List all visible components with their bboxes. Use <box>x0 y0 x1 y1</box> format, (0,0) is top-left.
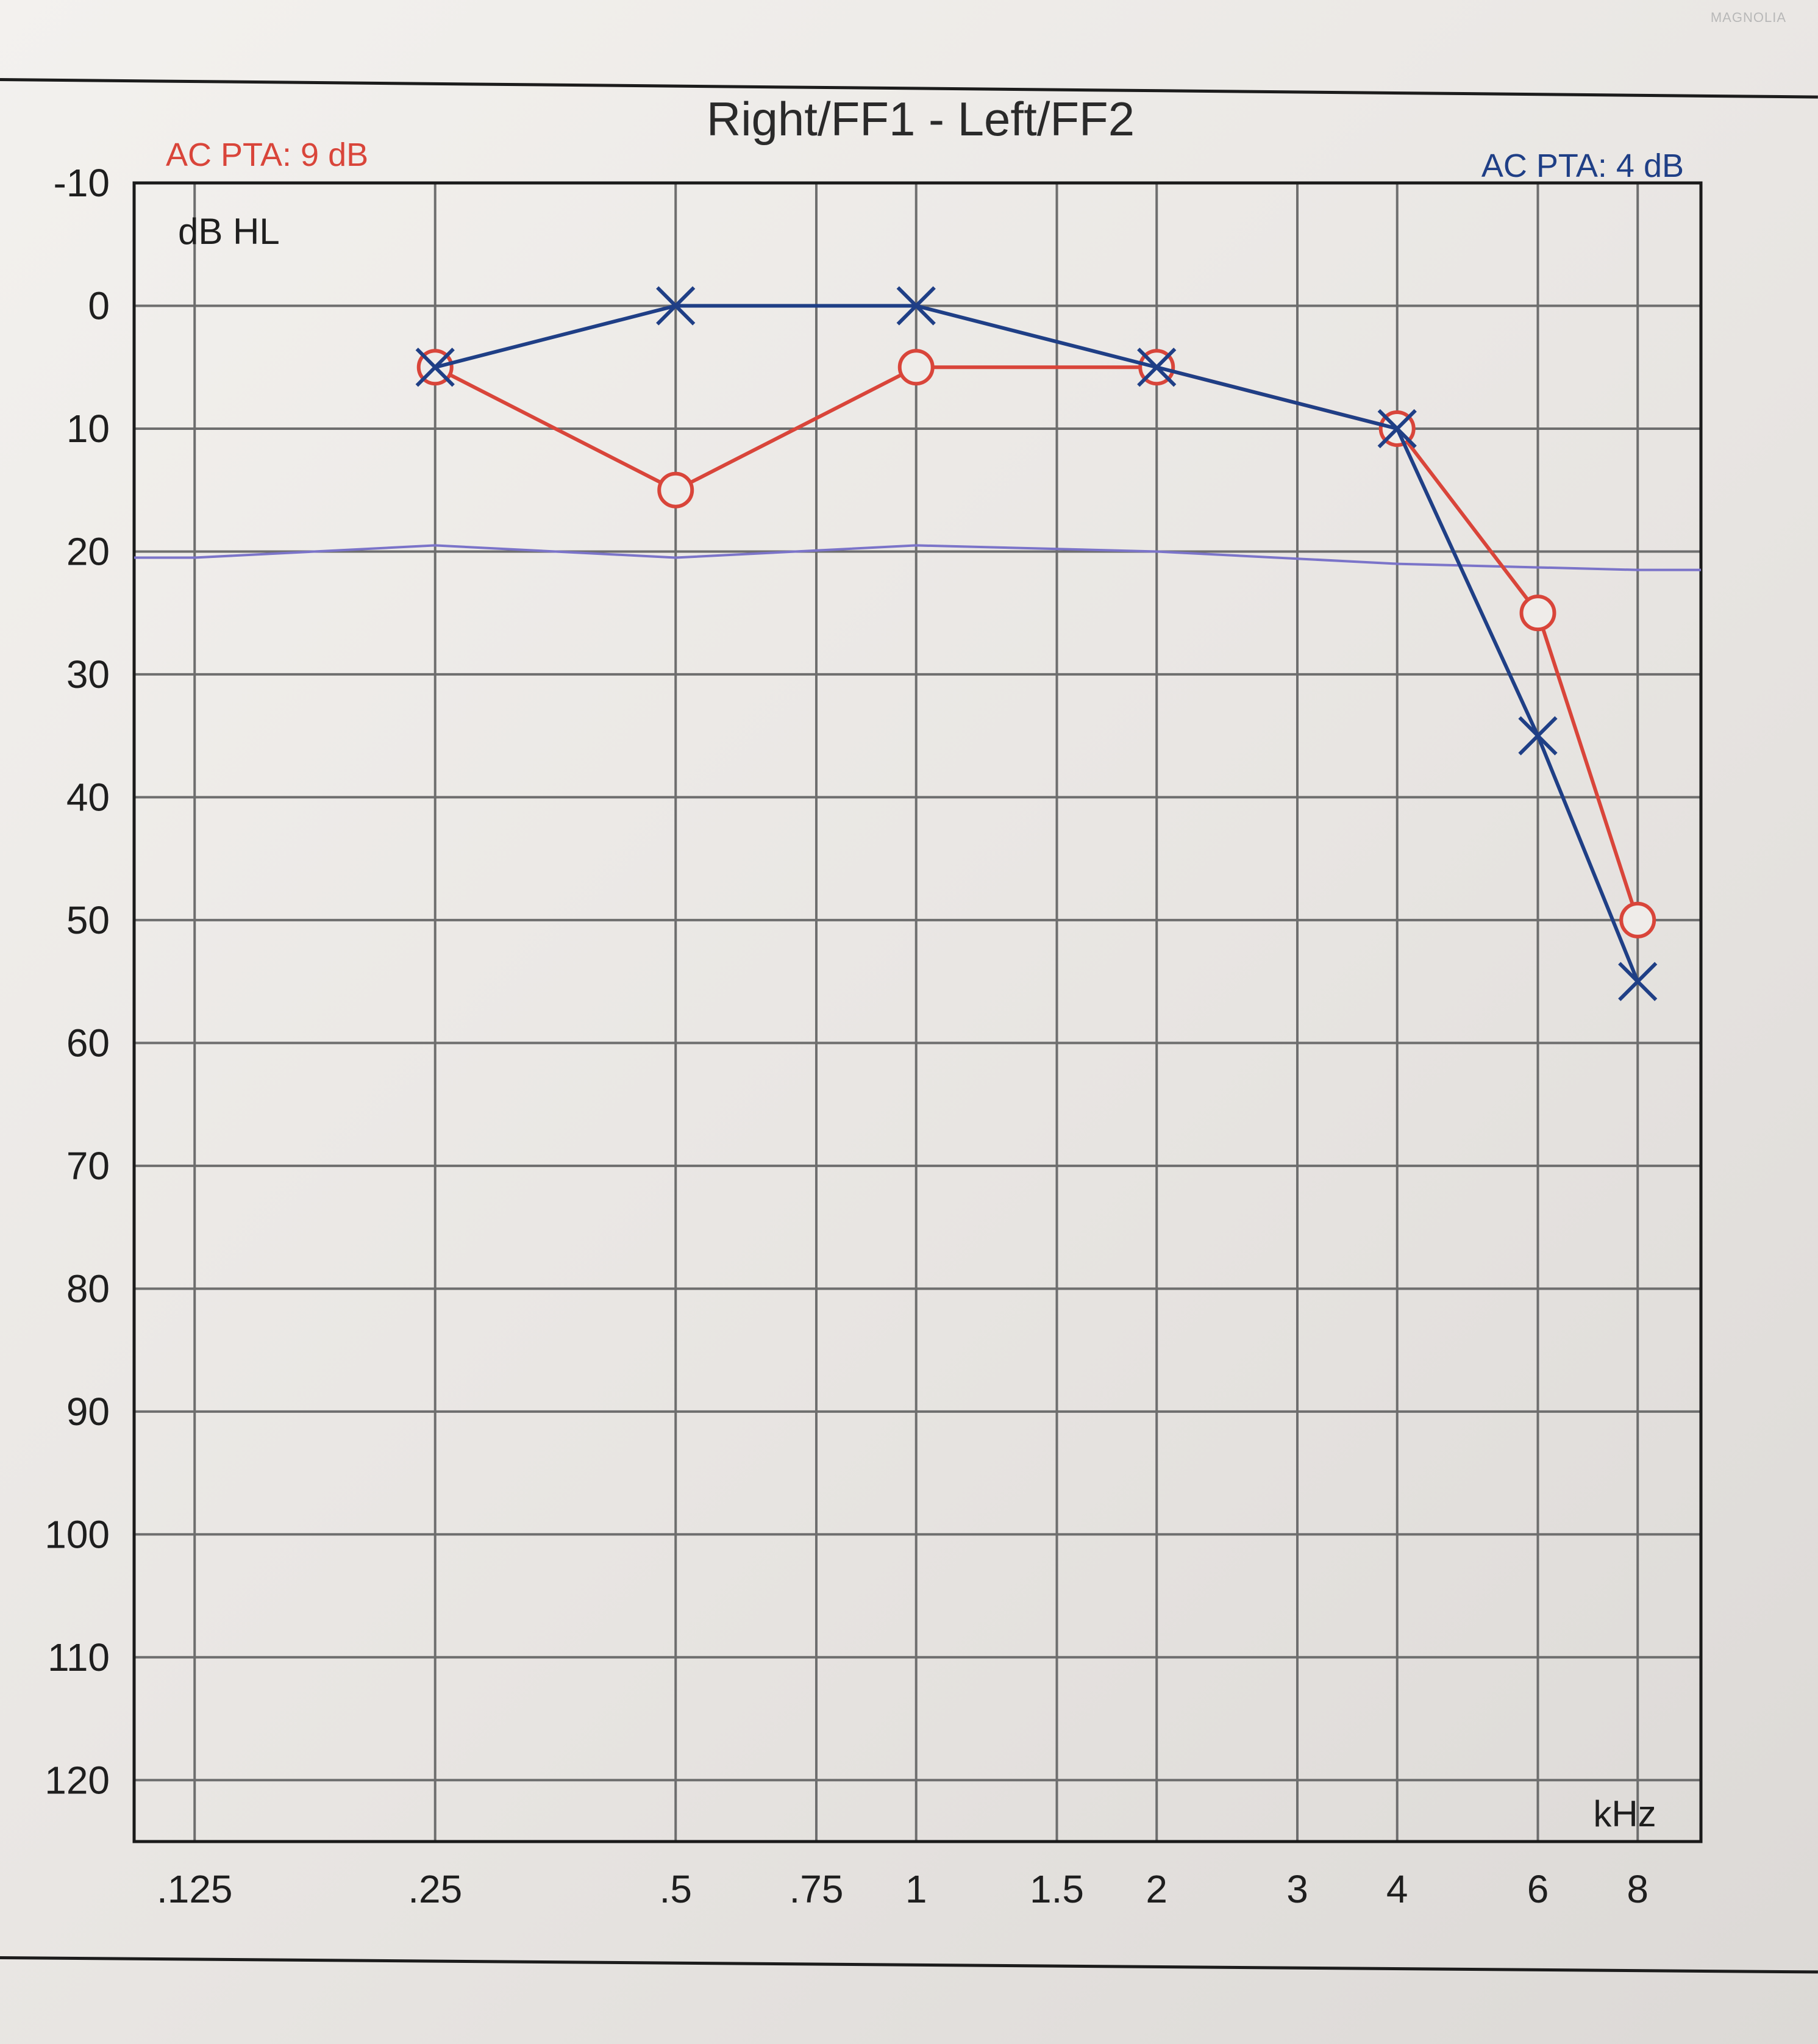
reference-line-group <box>134 544 1701 571</box>
chart-title: Right/FF1 - Left/FF2 <box>707 92 1135 146</box>
right-ear-pta: AC PTA: 9 dB <box>166 137 368 173</box>
right-ear-point <box>1619 901 1656 938</box>
y-tick-label: 110 <box>48 1635 110 1679</box>
y-tick-label: 60 <box>66 1021 110 1065</box>
y-tick-label: 30 <box>66 652 110 696</box>
right-ear-point <box>657 471 694 509</box>
left-ear-pta: AC PTA: 4 dB <box>1481 148 1684 184</box>
y-tick-label: 10 <box>66 407 110 451</box>
brand-watermark: MAGNOLIA <box>1710 10 1786 25</box>
cross-stroke <box>1377 409 1417 449</box>
y-tick-label: 50 <box>66 898 110 942</box>
plot-frame <box>132 181 1703 1843</box>
x-tick-label: 8 <box>1627 1867 1649 1911</box>
y-tick-label: 70 <box>66 1144 110 1188</box>
y-tick-label: 100 <box>45 1512 110 1556</box>
left-ear-point <box>896 286 936 326</box>
y-tick-label: 40 <box>66 775 110 819</box>
x-tick-label: 6 <box>1527 1867 1549 1911</box>
left-ear-point <box>415 348 455 387</box>
y-tick-label: 90 <box>66 1390 110 1434</box>
left-ear-point <box>656 286 696 326</box>
y-tick-label: 80 <box>66 1267 110 1310</box>
grid <box>134 182 1701 1842</box>
x-tick-label: 2 <box>1146 1867 1167 1911</box>
right-ear-point <box>897 349 935 386</box>
left-ear-point <box>1618 962 1658 1001</box>
x-tick-label: .5 <box>660 1867 692 1911</box>
x-tick-label: .25 <box>408 1867 462 1911</box>
x-tick-label: .75 <box>790 1867 844 1911</box>
y-tick-labels: -10 0 10 20 30 40 50 60 70 80 90 100 110 120 <box>45 161 110 1802</box>
y-axis-unit-label: dB HL <box>178 211 280 252</box>
y-tick-label: -10 <box>54 161 110 205</box>
right-ear-point <box>1519 595 1556 632</box>
y-tick-label: 0 <box>88 284 110 327</box>
left-ear-line <box>434 304 1640 982</box>
y-tick-label: 20 <box>66 529 110 573</box>
cross-stroke <box>1137 348 1177 387</box>
x-tick-labels: .125 .25 .5 .75 1 1.5 2 3 4 6 8 <box>157 1867 1649 1911</box>
cross-stroke <box>896 286 936 326</box>
series-group <box>415 286 1658 1001</box>
left-ear-point <box>1518 716 1558 756</box>
left-ear-point <box>1137 348 1177 387</box>
reference-line <box>134 544 1701 571</box>
x-axis-unit-label: kHz <box>1593 1793 1656 1834</box>
left-ear-point <box>1377 409 1417 449</box>
x-tick-label: 1 <box>905 1867 927 1911</box>
x-tick-label: .125 <box>157 1867 233 1911</box>
x-tick-label: 3 <box>1286 1867 1308 1911</box>
x-tick-label: 1.5 <box>1030 1867 1084 1911</box>
y-tick-label: 120 <box>45 1758 110 1802</box>
cross-stroke <box>656 286 696 326</box>
cross-stroke <box>1518 716 1558 756</box>
x-tick-label: 4 <box>1386 1867 1408 1911</box>
cross-stroke <box>1618 962 1658 1001</box>
cross-stroke <box>415 348 455 387</box>
right-ear-line <box>434 365 1640 921</box>
